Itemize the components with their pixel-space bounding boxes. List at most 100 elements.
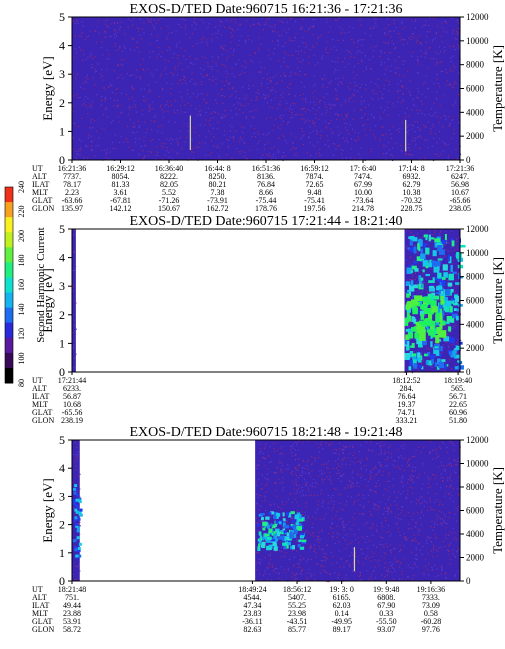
- speckle: [274, 97, 276, 99]
- speckle: [336, 525, 338, 527]
- speckle: [268, 49, 270, 51]
- speckle: [309, 485, 311, 487]
- speckle: [383, 145, 385, 147]
- speckle: [341, 466, 343, 468]
- speckle: [335, 452, 337, 454]
- speckle: [338, 574, 340, 576]
- speckle: [423, 500, 425, 502]
- speckle: [457, 339, 459, 341]
- speckle: [414, 245, 416, 247]
- speckle: [366, 536, 368, 538]
- intensity-cell: [435, 335, 440, 344]
- speckle: [373, 26, 375, 28]
- intensity-cell: [77, 549, 81, 553]
- speckle: [398, 74, 400, 76]
- speckle: [94, 68, 96, 70]
- speckle: [294, 148, 296, 150]
- speckle: [426, 292, 428, 294]
- speckle: [300, 28, 302, 30]
- speckle: [381, 441, 383, 443]
- speckle: [384, 507, 386, 509]
- speckle: [156, 35, 159, 37]
- speckle: [438, 82, 440, 85]
- speckle: [455, 324, 457, 326]
- speckle: [438, 46, 441, 48]
- speckle: [404, 118, 406, 120]
- speckle: [81, 117, 83, 119]
- speckle: [352, 27, 354, 29]
- speckle: [227, 83, 230, 85]
- speckle: [333, 105, 335, 107]
- speckle: [394, 500, 396, 502]
- speckle: [270, 99, 273, 101]
- table-cell: 10.38: [403, 188, 421, 197]
- speckle: [148, 106, 151, 108]
- y-tick-label: 4: [59, 39, 65, 53]
- speckle: [298, 74, 300, 76]
- speckle: [443, 313, 445, 315]
- speckle: [431, 550, 433, 552]
- speckle: [280, 566, 282, 568]
- speckle: [373, 17, 375, 19]
- speckle: [380, 50, 382, 52]
- speckle: [355, 556, 357, 558]
- table-cell: 178.76: [255, 204, 277, 213]
- speckle: [301, 495, 303, 497]
- y-right-tick-label: 12000: [466, 12, 489, 22]
- speckle: [265, 443, 267, 445]
- speckle: [259, 563, 261, 565]
- speckle: [434, 355, 437, 357]
- speckle: [434, 281, 436, 283]
- speckle: [177, 65, 179, 67]
- speckle: [108, 58, 110, 60]
- speckle: [379, 116, 381, 118]
- speckle: [201, 93, 203, 95]
- speckle: [106, 68, 108, 70]
- speckle: [166, 103, 168, 106]
- speckle: [314, 113, 316, 115]
- speckle: [253, 132, 255, 134]
- intensity-cell: [431, 328, 436, 337]
- table-cell: 150.67: [158, 204, 180, 213]
- speckle: [330, 107, 332, 109]
- speckle: [454, 555, 456, 557]
- speckle: [458, 45, 460, 48]
- speckle: [257, 148, 259, 151]
- speckle: [356, 52, 358, 54]
- intensity-cell: [428, 237, 435, 240]
- speckle: [152, 139, 154, 141]
- speckle: [182, 69, 184, 71]
- intensity-cell: [416, 338, 422, 345]
- speckle: [332, 535, 334, 537]
- speckle: [285, 53, 288, 55]
- speckle: [379, 445, 381, 447]
- speckle: [290, 445, 292, 447]
- y-right-tick-label: 4000: [466, 107, 485, 117]
- speckle: [372, 534, 374, 536]
- speckle: [105, 36, 107, 38]
- speckle: [365, 66, 367, 68]
- speckle: [341, 476, 343, 478]
- speckle: [302, 108, 304, 110]
- speckle: [330, 551, 332, 553]
- speckle: [367, 578, 369, 580]
- speckle: [406, 147, 408, 149]
- speckle: [294, 493, 296, 495]
- speckle: [268, 562, 270, 564]
- speckle: [309, 132, 311, 134]
- speckle: [394, 548, 396, 550]
- intensity-cell: [417, 352, 421, 359]
- speckle: [143, 69, 145, 71]
- speckle: [423, 124, 425, 126]
- speckle: [258, 509, 260, 511]
- speckle: [393, 106, 395, 108]
- speckle: [210, 118, 212, 120]
- speckle: [405, 245, 407, 247]
- speckle: [347, 141, 349, 143]
- speckle: [175, 30, 177, 32]
- speckle: [208, 23, 210, 25]
- speckle: [298, 563, 300, 565]
- speckle: [444, 20, 446, 22]
- speckle: [324, 479, 326, 481]
- speckle: [228, 27, 230, 29]
